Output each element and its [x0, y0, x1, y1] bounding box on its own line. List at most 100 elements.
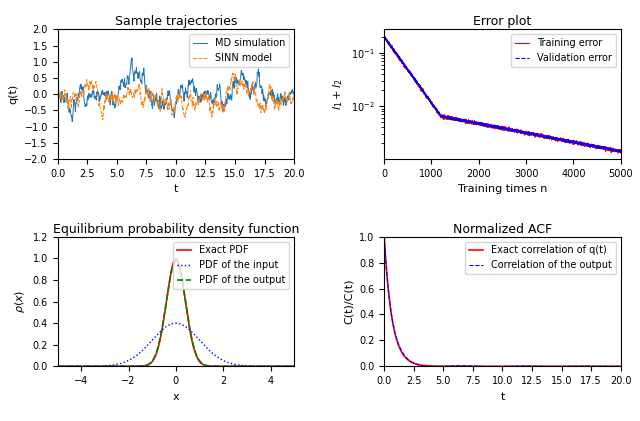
Y-axis label: $\rho(x)$: $\rho(x)$	[13, 290, 27, 313]
MD simulation	[198, 96, 205, 101]
Correlation of the output	[495, 364, 502, 369]
X-axis label: t: t	[500, 392, 505, 402]
Exact correlation of q(t)	[617, 364, 625, 369]
MD simulation	[68, 119, 76, 124]
Exact PDF	[285, 364, 293, 369]
PDF of the input	[285, 364, 293, 369]
PDF of the input	[195, 337, 203, 342]
Title: Sample trajectories: Sample trajectories	[115, 15, 237, 28]
Correlation of the output	[522, 363, 529, 368]
Y-axis label: C(t)/C(t): C(t)/C(t)	[344, 279, 353, 324]
MD simulation	[258, 91, 266, 96]
Correlation of the output	[575, 364, 582, 369]
Exact PDF	[182, 304, 190, 309]
Training error	[594, 144, 602, 149]
Exact PDF	[166, 275, 174, 280]
SINN model	[234, 85, 241, 90]
Validation error	[544, 134, 552, 139]
MD simulation	[128, 55, 136, 60]
SINN model	[198, 94, 205, 99]
Line: Exact PDF: Exact PDF	[58, 258, 294, 366]
Exact PDF	[291, 364, 298, 369]
PDF of the output	[168, 269, 175, 274]
MD simulation	[192, 93, 200, 98]
Exact PDF	[248, 364, 256, 369]
Line: Training error: Training error	[384, 35, 621, 153]
PDF of the output	[182, 303, 190, 308]
PDF of the input	[248, 363, 256, 368]
Exact correlation of q(t)	[521, 364, 529, 369]
Legend: MD simulation, SINN model: MD simulation, SINN model	[189, 35, 289, 67]
MD simulation	[234, 77, 241, 83]
PDF of the input	[172, 321, 180, 326]
Exact correlation of q(t)	[493, 364, 500, 369]
Exact correlation of q(t)	[574, 364, 582, 369]
Validation error	[380, 35, 388, 40]
Training error	[617, 149, 625, 155]
Exact correlation of q(t)	[611, 364, 619, 369]
Training error	[380, 33, 388, 38]
Exact correlation of q(t)	[508, 364, 516, 369]
Validation error	[602, 146, 609, 151]
Correlation of the output	[612, 364, 620, 369]
Line: PDF of the input: PDF of the input	[58, 323, 294, 366]
Correlation of the output	[493, 364, 501, 369]
X-axis label: x: x	[173, 392, 179, 402]
Validation error	[381, 34, 388, 39]
Line: Correlation of the output: Correlation of the output	[384, 237, 621, 367]
SINN model	[205, 93, 212, 98]
PDF of the output	[195, 357, 203, 362]
X-axis label: t: t	[173, 184, 178, 194]
SINN model	[291, 97, 298, 102]
Line: MD simulation: MD simulation	[58, 58, 294, 122]
Validation error	[600, 145, 607, 150]
Validation error	[495, 125, 502, 130]
PDF of the output	[248, 364, 256, 369]
Exact correlation of q(t)	[494, 364, 502, 369]
SINN model	[258, 104, 266, 109]
Legend: Exact PDF, PDF of the input, PDF of the output: Exact PDF, PDF of the input, PDF of the …	[173, 242, 289, 289]
Line: SINN model: SINN model	[58, 73, 294, 120]
Correlation of the output	[380, 234, 388, 239]
Correlation of the output	[429, 364, 437, 369]
Validation error	[616, 150, 624, 155]
Exact correlation of q(t)	[380, 234, 388, 239]
PDF of the output	[172, 259, 180, 264]
PDF of the input	[182, 325, 190, 330]
SINN model	[68, 96, 76, 101]
PDF of the input	[168, 322, 175, 327]
MD simulation	[291, 98, 298, 103]
Exact PDF	[54, 364, 61, 369]
Training error	[602, 145, 609, 150]
PDF of the input	[54, 364, 61, 369]
PDF of the output	[166, 277, 174, 282]
X-axis label: Training times n: Training times n	[458, 184, 547, 194]
Training error	[427, 100, 435, 105]
Validation error	[594, 145, 602, 150]
Exact PDF	[172, 256, 180, 261]
Line: Validation error: Validation error	[384, 36, 621, 153]
Legend: Training error, Validation error: Training error, Validation error	[511, 35, 616, 67]
PDF of the output	[285, 364, 293, 369]
Line: Exact correlation of q(t): Exact correlation of q(t)	[384, 237, 621, 366]
Training error	[495, 127, 502, 132]
SINN model	[191, 105, 199, 110]
Training error	[614, 151, 621, 156]
Title: Equilibrium probability density function: Equilibrium probability density function	[52, 223, 299, 236]
Validation error	[427, 99, 435, 104]
MD simulation	[54, 92, 61, 97]
Correlation of the output	[617, 364, 625, 369]
Correlation of the output	[509, 364, 516, 369]
PDF of the input	[291, 364, 298, 369]
Exact PDF	[195, 358, 203, 363]
Title: Error plot: Error plot	[474, 15, 532, 28]
Training error	[544, 134, 552, 139]
PDF of the input	[166, 322, 174, 327]
PDF of the output	[54, 364, 61, 369]
Exact PDF	[168, 268, 175, 273]
Y-axis label: q(t): q(t)	[9, 84, 19, 104]
Title: Normalized ACF: Normalized ACF	[453, 223, 552, 236]
SINN model	[54, 92, 61, 97]
PDF of the output	[291, 364, 298, 369]
Training error	[600, 145, 607, 150]
